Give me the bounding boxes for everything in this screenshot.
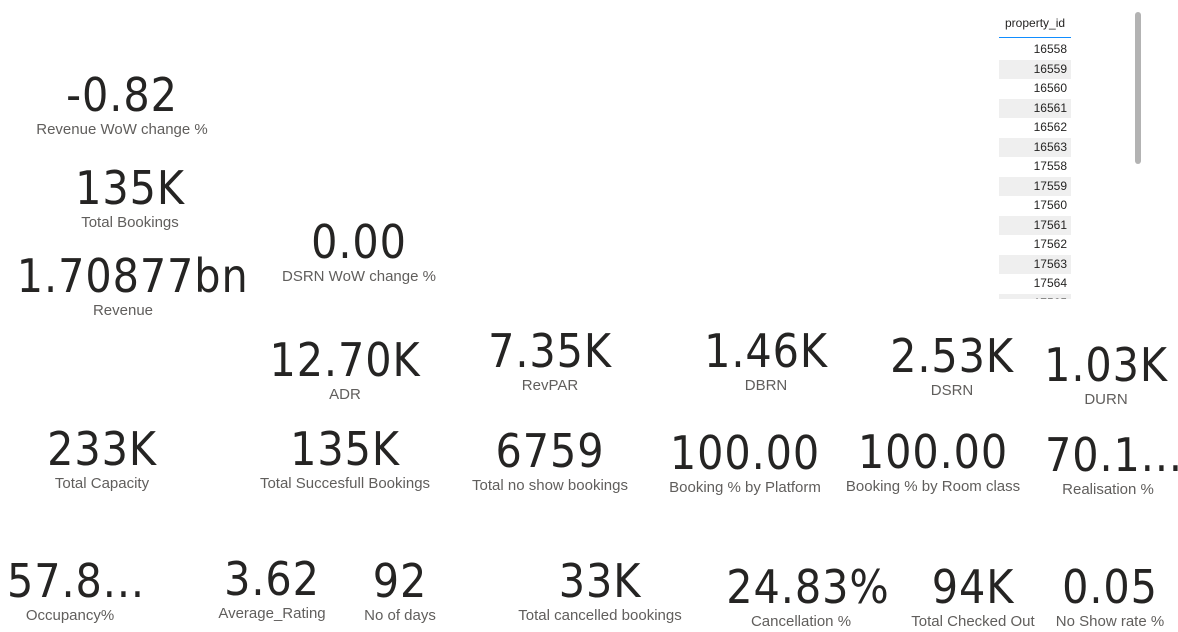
revenue-wow-card: -0.82 Revenue WoW change % (22, 72, 222, 137)
total-bookings-label: Total Bookings (81, 214, 179, 231)
no-of-days-label: No of days (364, 607, 436, 624)
realisation-value: 70.1... (1045, 428, 1178, 482)
total-successful-card: 135K Total Succesfull Bookings (255, 426, 435, 491)
property-id-slicer[interactable]: property_id 16558 16559 16560 16561 1656… (999, 12, 1144, 300)
durn-value: 1.03K (1044, 338, 1168, 392)
slicer-item[interactable]: 17560 (1033, 198, 1067, 212)
revpar-value: 7.35K (488, 324, 612, 378)
revenue-wow-label: Revenue WoW change % (36, 121, 208, 138)
dsrn-value: 2.53K (890, 329, 1014, 383)
avg-rating-card: 3.62 Average_Rating (212, 556, 332, 621)
slicer-item[interactable]: 17565 (999, 293, 1071, 299)
no-show-bookings-value: 6759 (495, 424, 605, 478)
no-show-rate-label: No Show rate % (1055, 613, 1165, 630)
cancelled-label: Total cancelled bookings (518, 607, 682, 624)
durn-card: 1.03K DURN (1036, 342, 1176, 407)
no-show-rate-value: 0.05 (1062, 560, 1158, 614)
booking-pct-platform-label: Booking % by Platform (669, 479, 821, 496)
no-show-rate-card: 0.05 No Show rate % (1050, 564, 1170, 629)
revpar-label: RevPAR (521, 377, 579, 394)
total-capacity-value: 233K (47, 422, 157, 476)
revenue-wow-value: -0.82 (66, 68, 178, 122)
slicer-item[interactable]: 16562 (1033, 120, 1067, 134)
dsrn-wow-value: 0.00 (311, 215, 407, 269)
revenue-card: 1.70877bn Revenue (5, 249, 249, 319)
checked-out-label: Total Checked Out (911, 613, 1035, 630)
slicer-item[interactable]: 16560 (1033, 81, 1067, 95)
slicer-list[interactable]: 16558 16559 16560 16561 16562 16563 1755… (999, 40, 1071, 299)
realisation-label: Realisation % (1062, 481, 1154, 498)
slicer-item[interactable]: 17564 (1033, 276, 1067, 290)
dsrn-wow-label: DSRN WoW change % (282, 268, 436, 285)
slicer-header[interactable]: property_id (999, 16, 1071, 38)
cancellation-pct-label: Cancellation % (750, 613, 852, 630)
total-bookings-value: 135K (75, 161, 185, 215)
slicer-item[interactable]: 16561 (999, 98, 1071, 118)
booking-pct-platform-card: 100.00 Booking % by Platform (660, 430, 830, 495)
total-capacity-label: Total Capacity (54, 475, 150, 492)
checked-out-card: 94K Total Checked Out (898, 564, 1048, 629)
slicer-item[interactable]: 17563 (999, 254, 1071, 274)
no-of-days-card: 92 No of days (350, 558, 450, 623)
total-bookings-card: 135K Total Bookings (30, 165, 230, 230)
adr-card: 12.70K ADR (260, 337, 430, 402)
total-successful-value: 135K (290, 422, 400, 476)
occupancy-card: 57.8... Occupancy% (0, 554, 145, 624)
dbrn-card: 1.46K DBRN (686, 328, 846, 393)
occupancy-value: 57.8... (7, 554, 145, 608)
adr-label: ADR (329, 386, 361, 403)
occupancy-label: Occupancy% (25, 607, 115, 624)
revenue-label: Revenue (92, 302, 154, 319)
no-show-bookings-label: Total no show bookings (472, 477, 628, 494)
slicer-item[interactable]: 17561 (999, 215, 1071, 235)
no-show-bookings-card: 6759 Total no show bookings (465, 428, 635, 493)
booking-pct-platform-value: 100.00 (669, 426, 821, 480)
booking-pct-room-label: Booking % by Room class (845, 478, 1021, 495)
realisation-card: 70.1... Realisation % (1038, 432, 1178, 497)
avg-rating-value: 3.62 (224, 552, 320, 606)
slicer-item[interactable]: 17559 (999, 176, 1071, 196)
slicer-item[interactable]: 16563 (999, 137, 1071, 157)
total-successful-label: Total Succesfull Bookings (259, 475, 431, 492)
dsrn-card: 2.53K DSRN (872, 333, 1032, 398)
dbrn-label: DBRN (744, 377, 788, 394)
no-of-days-value: 92 (372, 554, 428, 608)
revenue-value: 1.70877bn (16, 249, 249, 303)
booking-pct-room-value: 100.00 (857, 425, 1009, 479)
cancellation-pct-card: 24.83% Cancellation % (718, 560, 890, 630)
cancelled-value: 33K (558, 554, 642, 608)
revpar-card: 7.35K RevPAR (470, 328, 630, 393)
booking-pct-room-card: 100.00 Booking % by Room class (845, 429, 1021, 494)
durn-label: DURN (1084, 391, 1128, 408)
slicer-item[interactable]: 17558 (1033, 159, 1067, 173)
slicer-item[interactable]: 16559 (999, 59, 1071, 79)
cancellation-pct-value: 24.83% (726, 560, 890, 614)
total-capacity-card: 233K Total Capacity (22, 426, 182, 491)
slicer-item[interactable]: 16558 (1033, 42, 1067, 56)
dbrn-value: 1.46K (704, 324, 828, 378)
checked-out-value: 94K (931, 560, 1015, 614)
dsrn-label: DSRN (930, 382, 974, 399)
slicer-item[interactable]: 17562 (1033, 237, 1067, 251)
adr-value: 12.70K (269, 333, 421, 387)
dsrn-wow-card: 0.00 DSRN WoW change % (270, 219, 448, 284)
slicer-scrollbar[interactable] (1135, 12, 1141, 164)
cancelled-card: 33K Total cancelled bookings (510, 558, 690, 623)
avg-rating-label: Average_Rating (218, 605, 326, 622)
